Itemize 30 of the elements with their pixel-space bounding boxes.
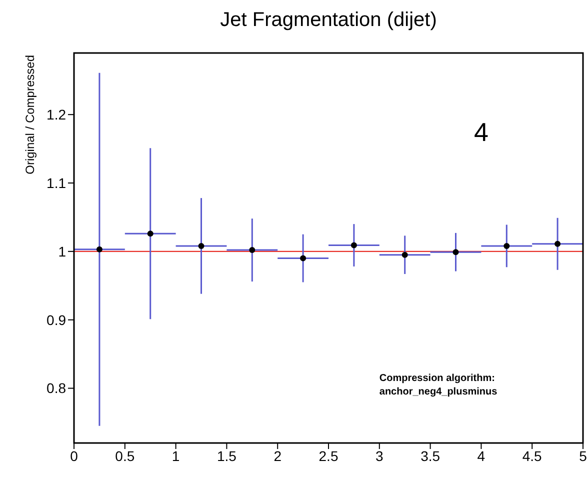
x-tick-label: 2 [274,448,282,464]
x-tick-label: 3 [376,448,384,464]
y-tick-label: 0.8 [46,380,66,396]
chart-title: Jet Fragmentation (dijet) [220,9,437,31]
x-tick-label: 5 [579,448,587,464]
point [504,242,510,249]
y-tick-label: 1.1 [46,174,66,191]
x-tick-label: 0.5 [115,448,135,464]
x-tick-label: 4 [477,448,486,464]
x-tick-label: 2.5 [318,448,338,464]
point [300,255,306,262]
annotation: 4 [474,117,488,147]
point [147,230,154,237]
point [350,242,357,248]
x-tick-label: 1 [172,448,180,464]
x-tick-label: 0 [70,448,78,464]
y-tick-label: 1 [58,243,66,260]
y-tick-label: 0.9 [46,312,66,328]
x-tick-label: 1.5 [216,448,237,464]
y-axis-title: Original / Compressed [23,55,37,174]
y-tick-label: 1.2 [46,106,66,123]
point [452,249,459,256]
annotation: Compression algorithm: anchor_neg4_plusminus [379,373,498,398]
point [96,246,102,252]
point [402,252,408,258]
x-tick-label: 3.5 [420,448,440,464]
point [198,242,204,249]
point [554,240,561,247]
x-tick-label: 4.5 [522,448,542,464]
point [249,247,256,254]
